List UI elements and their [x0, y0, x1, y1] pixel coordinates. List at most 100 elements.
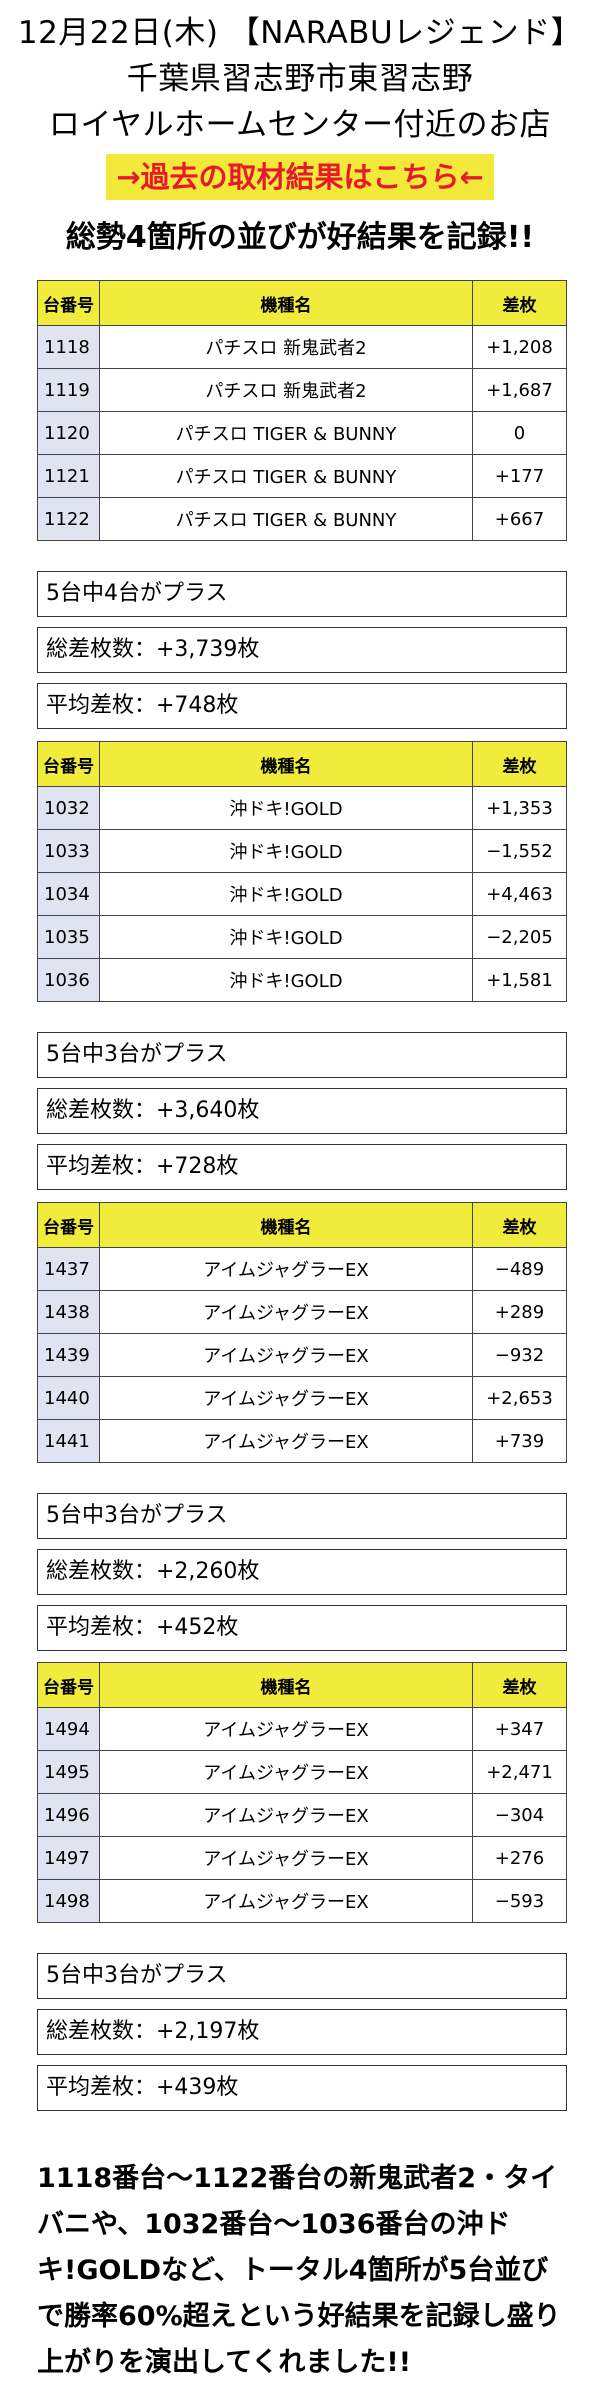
machine-name: パチスロ TIGER & BUNNY	[99, 411, 473, 455]
machine-name: アイムジャグラーEX	[99, 1247, 473, 1291]
column-header-machine: 機種名	[99, 280, 473, 326]
table-header-row: 台番号 機種名 差枚	[37, 280, 567, 326]
table-row: 1494 アイムジャグラーEX +347	[37, 1707, 567, 1751]
column-header-number: 台番号	[37, 280, 100, 326]
machine-name: 沖ドキ!GOLD	[99, 872, 473, 916]
table-row: 1122 パチスロ TIGER & BUNNY +667	[37, 497, 567, 541]
machine-number: 1034	[37, 872, 100, 916]
table-row: 1118 パチスロ 新鬼武者2 +1,208	[37, 325, 567, 369]
results-table: 台番号 機種名 差枚 1494 アイムジャグラーEX +347 1495 アイムジャグラーEX…	[37, 1662, 567, 1923]
table-row: 1498 アイムジャグラーEX −593	[37, 1879, 567, 1923]
total-diff-summary: 総差枚数：+3,739枚	[37, 627, 567, 673]
column-header-machine: 機種名	[99, 1662, 473, 1708]
machine-number: 1439	[37, 1333, 100, 1377]
spacer	[37, 1923, 567, 1953]
table-row: 1440 アイムジャグラーEX +2,653	[37, 1376, 567, 1420]
machine-name: アイムジャグラーEX	[99, 1290, 473, 1334]
coin-difference: +1,687	[472, 368, 567, 412]
coin-difference: +347	[472, 1707, 567, 1751]
table-row: 1496 アイムジャグラーEX −304	[37, 1793, 567, 1837]
coin-difference: −489	[472, 1247, 567, 1291]
coin-difference: +177	[472, 454, 567, 498]
result-group: 台番号 機種名 差枚 1118 パチスロ 新鬼武者2 +1,208 1119 パチスロ 新鬼武…	[37, 280, 567, 739]
table-row: 1495 アイムジャグラーEX +2,471	[37, 1750, 567, 1794]
coin-difference: −1,552	[472, 829, 567, 873]
column-header-diff: 差枚	[472, 280, 567, 326]
machine-number: 1036	[37, 958, 100, 1002]
coin-difference: −304	[472, 1793, 567, 1837]
machine-name: パチスロ TIGER & BUNNY	[99, 497, 473, 541]
machine-number: 1437	[37, 1247, 100, 1291]
total-diff-summary: 総差枚数：+2,197枚	[37, 2009, 567, 2055]
table-row: 1033 沖ドキ!GOLD −1,552	[37, 829, 567, 873]
date-title: 12月22日(木) 【NARABUレジェンド】	[17, 15, 583, 51]
column-header-diff: 差枚	[472, 741, 567, 787]
table-row: 1438 アイムジャグラーEX +289	[37, 1290, 567, 1334]
table-row: 1120 パチスロ TIGER & BUNNY 0	[37, 411, 567, 455]
table-header-row: 台番号 機種名 差枚	[37, 741, 567, 787]
average-diff-summary: 平均差枚：+439枚	[37, 2065, 567, 2111]
machine-name: パチスロ TIGER & BUNNY	[99, 454, 473, 498]
table-header-row: 台番号 機種名 差枚	[37, 1202, 567, 1248]
result-group: 台番号 機種名 差枚 1032 沖ドキ!GOLD +1,353 1033 沖ドキ!GOLD −1…	[37, 741, 567, 1200]
spacer	[37, 541, 567, 571]
machine-number: 1120	[37, 411, 100, 455]
plus-count-summary: 5台中4台がプラス	[37, 571, 567, 617]
store-line: ロイヤルホームセンター付近のお店	[48, 107, 552, 143]
column-header-number: 台番号	[37, 1202, 100, 1248]
spacer	[37, 1463, 567, 1493]
total-diff-summary: 総差枚数：+2,260枚	[37, 1549, 567, 1595]
coin-difference: +667	[472, 497, 567, 541]
headline: 総勢4箇所の並びが好結果を記録!!	[65, 220, 535, 255]
table-row: 1035 沖ドキ!GOLD −2,205	[37, 915, 567, 959]
machine-name: アイムジャグラーEX	[99, 1707, 473, 1751]
average-diff-summary: 平均差枚：+452枚	[37, 1605, 567, 1651]
closing-paragraph: 1118番台〜1122番台の新鬼武者2・タイバニや、1032番台〜1036番台の…	[37, 2163, 561, 2378]
table-row: 1437 アイムジャグラーEX −489	[37, 1247, 567, 1291]
plus-count-summary: 5台中3台がプラス	[37, 1493, 567, 1539]
column-header-machine: 機種名	[99, 1202, 473, 1248]
machine-number: 1118	[37, 325, 100, 369]
machine-name: アイムジャグラーEX	[99, 1333, 473, 1377]
table-row: 1036 沖ドキ!GOLD +1,581	[37, 958, 567, 1002]
results-table: 台番号 機種名 差枚 1032 沖ドキ!GOLD +1,353 1033 沖ドキ!GOLD −1…	[37, 741, 567, 1002]
machine-name: 沖ドキ!GOLD	[99, 786, 473, 830]
table-header-row: 台番号 機種名 差枚	[37, 1662, 567, 1708]
machine-number: 1438	[37, 1290, 100, 1334]
machine-name: アイムジャグラーEX	[99, 1793, 473, 1837]
machine-name: アイムジャグラーEX	[99, 1376, 473, 1420]
results-table: 台番号 機種名 差枚 1437 アイムジャグラーEX −489 1438 アイムジャグラーEX…	[37, 1202, 567, 1463]
coin-difference: +1,581	[472, 958, 567, 1002]
coin-difference: +4,463	[472, 872, 567, 916]
machine-name: 沖ドキ!GOLD	[99, 829, 473, 873]
average-diff-summary: 平均差枚：+748枚	[37, 683, 567, 729]
machine-number: 1496	[37, 1793, 100, 1837]
machine-number: 1498	[37, 1879, 100, 1923]
machine-name: アイムジャグラーEX	[99, 1836, 473, 1880]
coin-difference: +276	[472, 1836, 567, 1880]
table-row: 1121 パチスロ TIGER & BUNNY +177	[37, 454, 567, 498]
machine-number: 1494	[37, 1707, 100, 1751]
machine-name: アイムジャグラーEX	[99, 1419, 473, 1463]
spacer	[37, 1002, 567, 1032]
machine-name: パチスロ 新鬼武者2	[99, 325, 473, 369]
total-diff-summary: 総差枚数：+3,640枚	[37, 1088, 567, 1134]
plus-count-summary: 5台中3台がプラス	[37, 1032, 567, 1078]
machine-name: 沖ドキ!GOLD	[99, 915, 473, 959]
table-row: 1497 アイムジャグラーEX +276	[37, 1836, 567, 1880]
machine-number: 1032	[37, 786, 100, 830]
plus-count-summary: 5台中3台がプラス	[37, 1953, 567, 1999]
table-row: 1034 沖ドキ!GOLD +4,463	[37, 872, 567, 916]
past-results-link-wrap: →過去の取材結果はこちら←	[0, 154, 600, 200]
machine-number: 1441	[37, 1419, 100, 1463]
coin-difference: +289	[472, 1290, 567, 1334]
coin-difference: +2,471	[472, 1750, 567, 1794]
machine-number: 1497	[37, 1836, 100, 1880]
coin-difference: +1,208	[472, 325, 567, 369]
average-diff-summary: 平均差枚：+728枚	[37, 1144, 567, 1190]
table-row: 1439 アイムジャグラーEX −932	[37, 1333, 567, 1377]
machine-number: 1119	[37, 368, 100, 412]
past-results-link[interactable]: →過去の取材結果はこちら←	[106, 154, 494, 200]
machine-number: 1121	[37, 454, 100, 498]
column-header-number: 台番号	[37, 741, 100, 787]
